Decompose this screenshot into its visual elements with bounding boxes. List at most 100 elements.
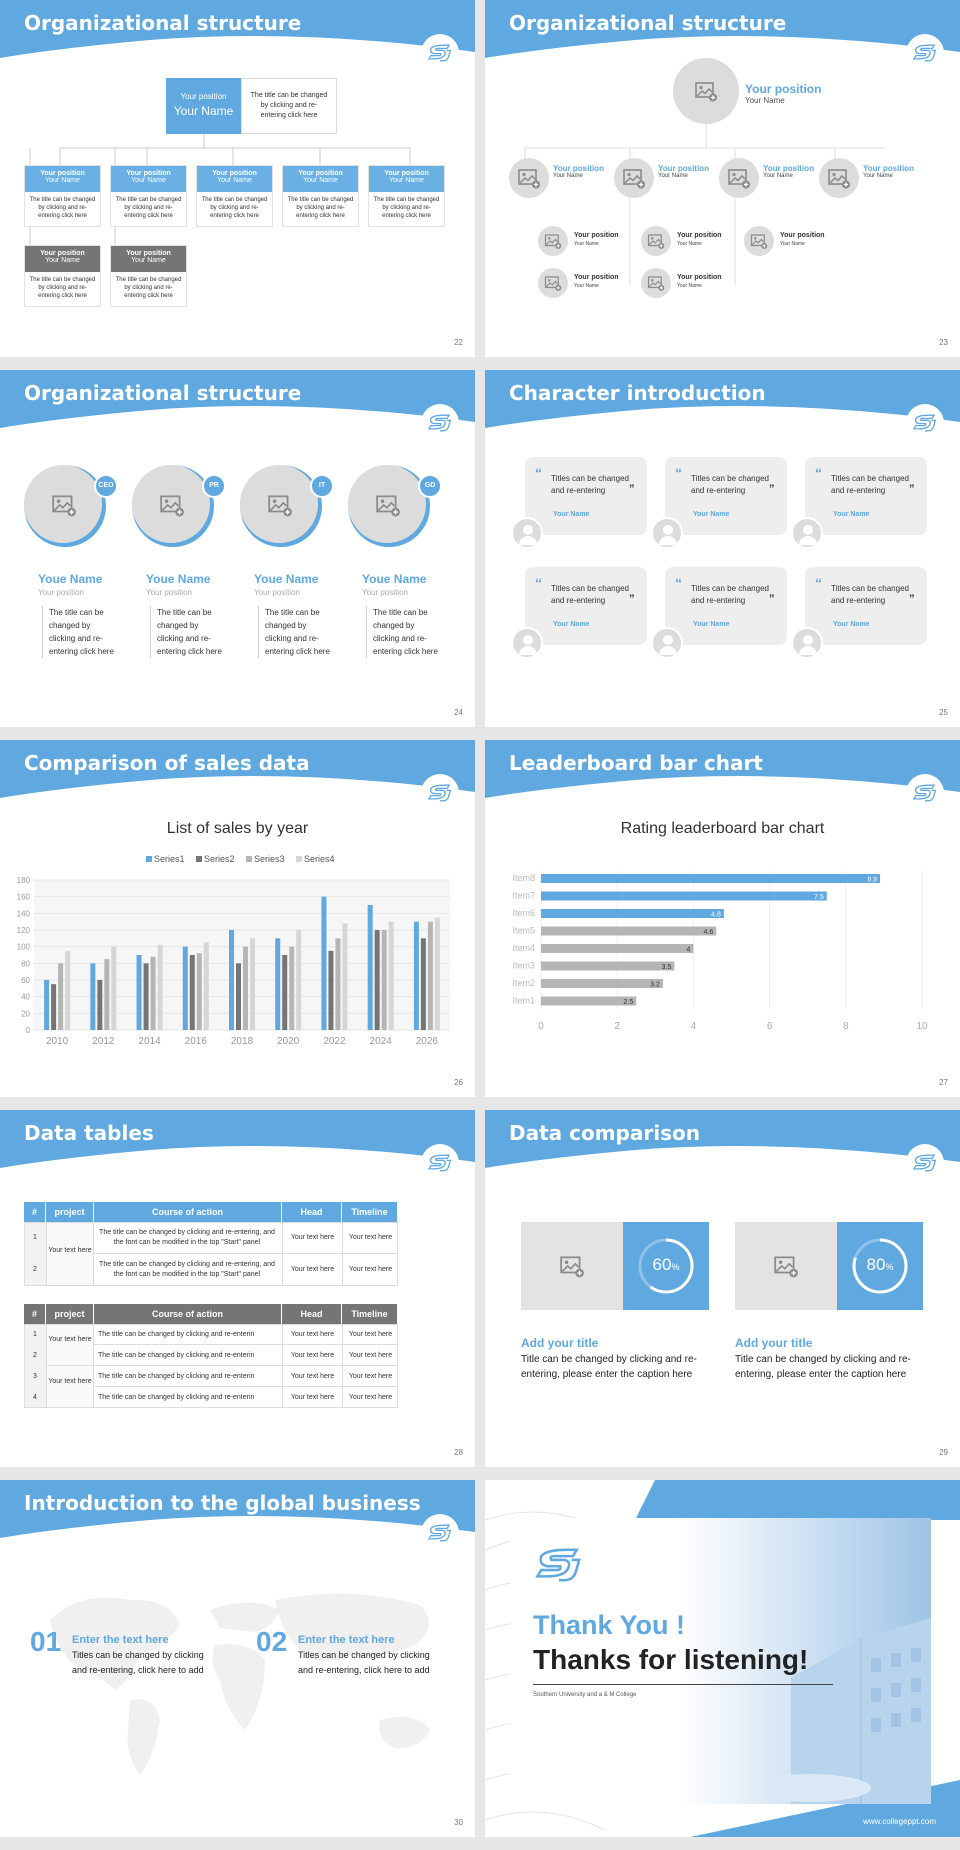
table-row[interactable] bbox=[24, 1222, 398, 1254]
bar bbox=[541, 874, 881, 883]
slide-header-band bbox=[485, 370, 960, 428]
data-label: 2.5 bbox=[624, 999, 634, 1006]
bar bbox=[541, 926, 717, 936]
org-member-box[interactable]: Your position Your Name The title can be c… bbox=[24, 165, 101, 227]
quote-text: Titles can be changed and re-entering bbox=[551, 584, 629, 605]
bar bbox=[136, 955, 142, 1030]
member-photo[interactable] bbox=[614, 158, 654, 198]
leaderboard-bar-chart: 0 2 4 6 8 10 Item8 8.9 Item7 7.5 Item6 4.8 Item5 4.6 I… bbox=[512, 870, 928, 1032]
quote-card[interactable]: “ Titles can be changed and re-entering” Y… bbox=[665, 567, 787, 645]
table-row[interactable] bbox=[24, 1366, 398, 1387]
quote-close-icon: ” bbox=[909, 593, 915, 605]
org-top-box[interactable]: Your position Your Name bbox=[166, 78, 241, 134]
member-photo[interactable] bbox=[348, 465, 426, 543]
org-member-box[interactable]: Your position Your Name The title can be c… bbox=[196, 165, 273, 227]
org-member-box[interactable]: Your position Your Name The title can be c… bbox=[282, 165, 359, 227]
quote-open-icon: “ bbox=[675, 575, 682, 591]
member-photo[interactable] bbox=[24, 465, 102, 543]
row-number: 1 bbox=[24, 1324, 46, 1345]
bar bbox=[434, 917, 440, 1030]
member-photo[interactable] bbox=[240, 465, 318, 543]
bar bbox=[196, 953, 202, 1030]
table-header-cell: Course of action bbox=[94, 1304, 282, 1324]
page-number: 30 bbox=[454, 1818, 463, 1827]
role-badge: CEO bbox=[94, 474, 118, 498]
website-url[interactable]: www.collegeppt.com bbox=[863, 1817, 936, 1826]
member-photo[interactable] bbox=[538, 226, 568, 256]
project-cell: Your text here bbox=[46, 1222, 94, 1286]
member-position: Your position bbox=[574, 274, 619, 281]
x-tick-label: 2020 bbox=[277, 1036, 300, 1047]
member-photo[interactable] bbox=[509, 158, 549, 198]
quote-open-icon: “ bbox=[535, 575, 542, 591]
chart-title: List of sales by year bbox=[166, 820, 309, 837]
quote-card[interactable]: “ Titles can be changed and re-entering” Y… bbox=[665, 457, 787, 535]
bar bbox=[367, 905, 373, 1030]
table-header-cell: # bbox=[24, 1304, 46, 1324]
avatar-icon bbox=[511, 627, 543, 659]
member-name: Your Name bbox=[553, 173, 583, 179]
page-number: 22 bbox=[454, 338, 463, 347]
y-tick-label: 120 bbox=[17, 926, 31, 935]
bar bbox=[328, 950, 334, 1030]
legend-label: Series2 bbox=[204, 854, 235, 864]
quote-card[interactable]: “ Titles can be changed and re-entering” Y… bbox=[525, 457, 647, 535]
head-cell: Your text here bbox=[282, 1222, 342, 1254]
member-photo[interactable] bbox=[744, 226, 774, 256]
quote-text: Titles can be changed and re-entering bbox=[691, 584, 769, 605]
item-number: 02 bbox=[256, 1626, 288, 1657]
member-position: Your position bbox=[126, 170, 171, 177]
bar bbox=[342, 923, 348, 1030]
member-photo[interactable] bbox=[641, 268, 671, 298]
image-placeholder-icon bbox=[827, 166, 851, 190]
slide-header-band bbox=[485, 740, 960, 798]
member-position: Your position bbox=[763, 164, 814, 173]
table-row[interactable] bbox=[24, 1345, 398, 1366]
slide-header-band bbox=[0, 1110, 475, 1168]
member-photo[interactable] bbox=[538, 268, 568, 298]
quote-card[interactable]: “ Titles can be changed and re-entering” Y… bbox=[805, 457, 927, 535]
row-number: 3 bbox=[24, 1366, 46, 1387]
member-photo[interactable] bbox=[641, 226, 671, 256]
bar bbox=[243, 946, 248, 1030]
quote-close-icon: ” bbox=[769, 593, 775, 605]
y-tick-label: Item6 bbox=[512, 908, 535, 918]
quote-author: Your Name bbox=[693, 621, 730, 628]
page-number: 26 bbox=[454, 1078, 463, 1087]
bar bbox=[388, 921, 394, 1030]
head-cell: Your text here bbox=[282, 1345, 342, 1366]
org-member-box[interactable]: Your position Your Name The title can be c… bbox=[24, 245, 101, 307]
org-member-box[interactable]: Your position Your Name The title can be c… bbox=[110, 245, 187, 307]
quote-card[interactable]: “ Titles can be changed and re-entering” Y… bbox=[525, 567, 647, 645]
slide-29: Data comparison 60% Add your title Title c… bbox=[485, 1110, 960, 1467]
image-placeholder-icon bbox=[51, 492, 77, 518]
image-placeholder[interactable] bbox=[735, 1222, 837, 1310]
slide-title: Data tables bbox=[24, 1121, 154, 1145]
bar bbox=[58, 963, 64, 1030]
bar bbox=[427, 921, 433, 1030]
member-position: Your position bbox=[362, 588, 408, 597]
member-ring bbox=[24, 465, 106, 547]
bar bbox=[44, 980, 50, 1030]
table-row[interactable] bbox=[24, 1324, 398, 1345]
avatar-icon bbox=[791, 517, 823, 549]
member-header: Your position Your Name bbox=[111, 166, 186, 192]
slide-25: Character introduction “ Titles can be ch… bbox=[485, 370, 960, 727]
member-photo[interactable] bbox=[719, 158, 759, 198]
bar bbox=[236, 963, 241, 1030]
member-photo[interactable] bbox=[819, 158, 859, 198]
org-member-box[interactable]: Your position Your Name The title can be c… bbox=[110, 165, 187, 227]
member-position: Your position bbox=[40, 170, 85, 177]
member-photo[interactable] bbox=[132, 465, 210, 543]
slide-23: Organizational structure Your position Y… bbox=[485, 0, 960, 357]
top-member-photo[interactable] bbox=[673, 58, 739, 124]
image-placeholder[interactable] bbox=[521, 1222, 623, 1310]
table-border bbox=[24, 1222, 398, 1286]
member-position: Your position bbox=[553, 164, 604, 173]
quote-author: Your Name bbox=[553, 621, 590, 628]
table-header-cell: Timeline bbox=[342, 1304, 398, 1324]
project-cell: Your text here bbox=[46, 1366, 94, 1408]
image-placeholder-icon bbox=[622, 166, 646, 190]
quote-card[interactable]: “ Titles can be changed and re-entering” Y… bbox=[805, 567, 927, 645]
org-member-box[interactable]: Your position Your Name The title can be c… bbox=[368, 165, 445, 227]
